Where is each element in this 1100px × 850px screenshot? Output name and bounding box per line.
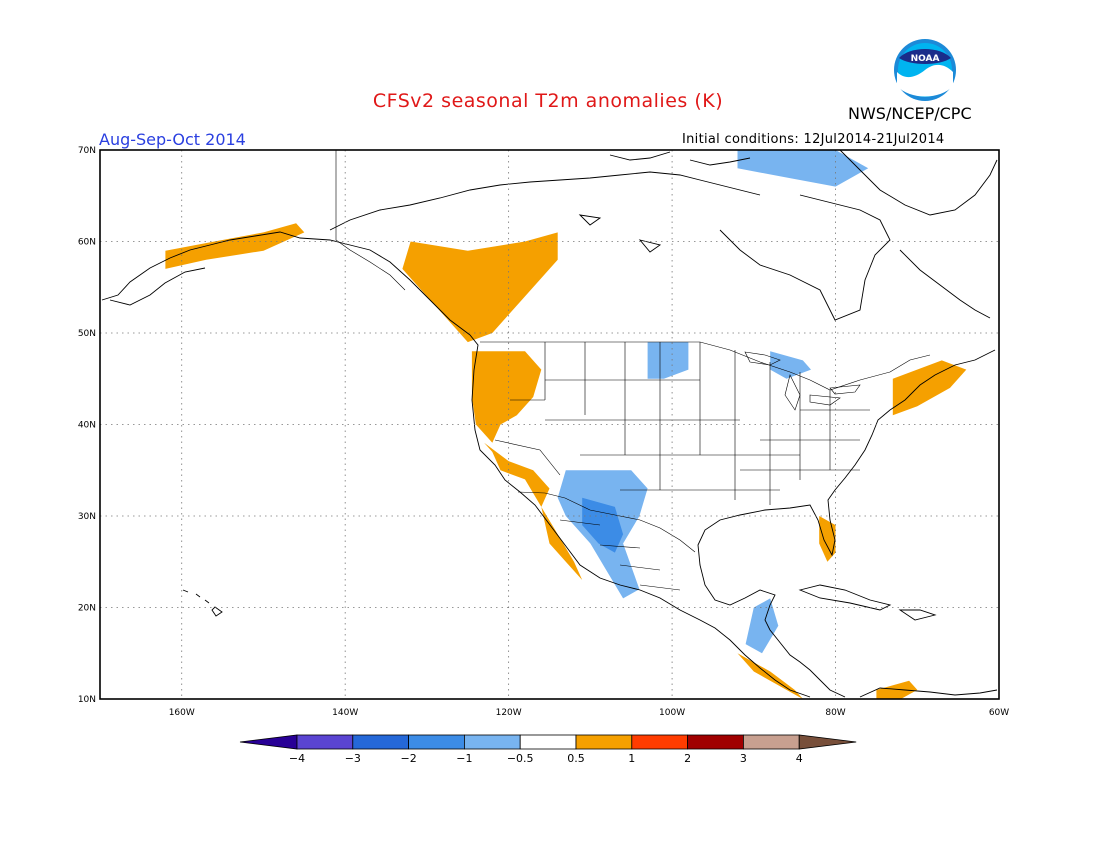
colorbar-swatch: [687, 734, 744, 750]
logo-bird-icon: [897, 64, 953, 97]
colorbar-tick-label: −3: [345, 752, 361, 765]
longitude-tick-label: 160W: [169, 708, 195, 718]
colorbar-swatch: [575, 734, 633, 750]
colorbar-tick-label: 2: [684, 752, 691, 765]
latitude-tick-labels: 10N 20N 30N 40N 50N 60N 70N: [78, 146, 96, 705]
anomaly-region-northern-plains-cool: [647, 342, 689, 379]
colorbar-tick-label: 1: [628, 752, 635, 765]
colorbar-tick-label: −0.5: [507, 752, 534, 765]
colorbar-swatch: [408, 734, 465, 750]
hawaii-islands: [182, 589, 223, 617]
latitude-tick-label: 10N: [78, 695, 96, 705]
chart-title: CFSv2 seasonal T2m anomalies (K): [0, 90, 1100, 112]
colorbar-tick-label: 0.5: [567, 752, 585, 765]
north-america-coastline: [101, 231, 996, 698]
anomaly-region-arctic-cool: [737, 150, 869, 187]
us-mexico-border: [517, 491, 696, 553]
colorbar-swatch: [463, 734, 521, 750]
chart-title-text: CFSv2 seasonal T2m anomalies (K): [372, 90, 724, 112]
great-lakes: [744, 351, 861, 411]
anomaly-region-alaska-warm: [165, 223, 305, 269]
map-frame: [99, 149, 1000, 700]
longitude-tick-label: 140W: [332, 708, 358, 718]
coastlines-and-borders: [101, 149, 998, 698]
agency-label: NWS/NCEP/CPC: [848, 104, 972, 123]
initial-conditions-label: Initial conditions: 12Jul2014-21Jul2014: [682, 132, 945, 147]
longitude-tick-label: 80W: [825, 708, 845, 718]
map-background: [100, 150, 999, 699]
anomaly-region-great-lakes-cool: [770, 351, 811, 379]
anomaly-region-mexico-cool-core: [582, 497, 624, 553]
us-state-lines: [494, 342, 870, 505]
colorbar-right-arrow: [798, 734, 857, 750]
cuba-coastline: [798, 584, 892, 611]
anomaly-region-new-england-warm: [892, 360, 967, 416]
political-borders: [335, 150, 931, 591]
labrador-coastline: [899, 249, 991, 319]
colorbar-swatch: [743, 734, 800, 750]
arctic-islands: [578, 151, 751, 253]
south-america-coastline: [859, 687, 998, 698]
anomaly-region-california-coast-warm: [484, 442, 583, 580]
colorbar-swatch: [631, 734, 688, 750]
colorbar-swatch: [352, 734, 409, 750]
latitude-tick-label: 30N: [78, 512, 96, 522]
latitude-tick-label: 70N: [78, 146, 96, 156]
colorbar-tick-label: −4: [289, 752, 305, 765]
longitude-tick-label: 100W: [659, 708, 685, 718]
alaska-canada-border: [335, 150, 406, 291]
latitude-tick-label: 50N: [78, 329, 96, 339]
mexico-state-lines: [559, 519, 681, 591]
colorbar-swatch: [519, 734, 577, 750]
latitude-tick-label: 20N: [78, 604, 96, 614]
noaa-logo: NOAA: [894, 39, 956, 101]
colorbar-tick-label: 3: [740, 752, 747, 765]
logo-text: NOAA: [911, 54, 940, 64]
season-label: Aug-Sep-Oct 2014: [99, 130, 246, 149]
greenland-coastline: [839, 149, 998, 216]
lat-lon-gridlines: [100, 150, 999, 699]
latitude-tick-label: 60N: [78, 238, 96, 248]
logo-sky-band: [899, 49, 951, 64]
longitude-tick-label: 60W: [989, 708, 1009, 718]
anomaly-region-western-canada-warm: [402, 232, 558, 343]
longitude-tick-labels: 160W 140W 120W 100W 80W 60W: [169, 708, 1010, 718]
colorbar-tick-label: −2: [400, 752, 416, 765]
anomaly-region-pacific-northwest-warm: [471, 351, 542, 443]
hudson-bay-coastline: [719, 194, 891, 321]
us-canada-border: [480, 341, 931, 391]
colorbar-tick-label: −1: [456, 752, 472, 765]
anomaly-region-colombia-warm: [876, 680, 918, 699]
colorbar-swatch: [296, 734, 354, 750]
arctic-coastline: [329, 171, 761, 231]
colorbar-left-arrow: [239, 734, 298, 750]
anomaly-region-central-america-cool: [745, 598, 779, 654]
colorbar: −4 −3 −2 −1 −0.5 0.5 1 2 3 4: [239, 734, 857, 765]
longitude-tick-label: 120W: [496, 708, 522, 718]
alaska-peninsula-coastline: [109, 267, 206, 306]
latitude-tick-label: 40N: [78, 421, 96, 431]
hispaniola-coastline: [898, 609, 937, 621]
colorbar-tick-label: 4: [796, 752, 803, 765]
